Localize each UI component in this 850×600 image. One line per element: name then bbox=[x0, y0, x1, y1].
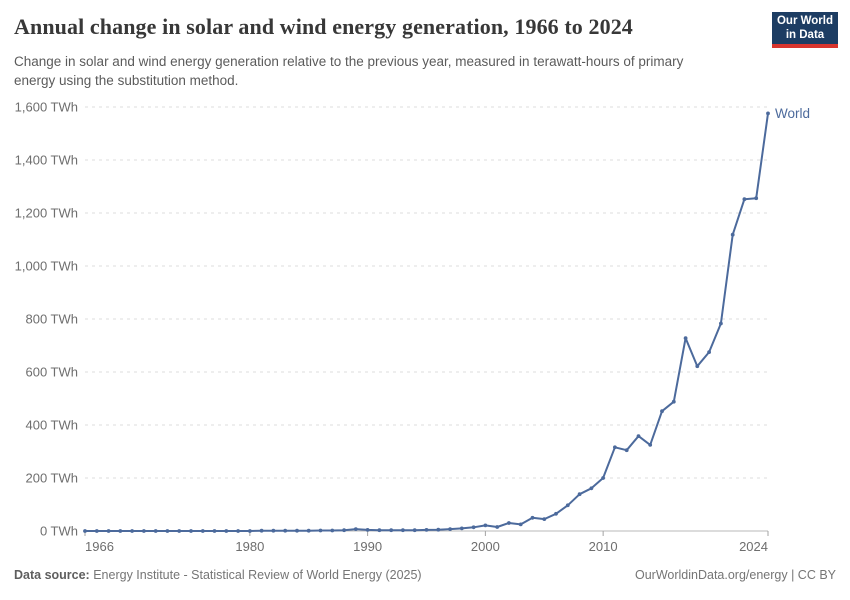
owid-logo[interactable]: Our World in Data bbox=[772, 12, 838, 48]
data-point[interactable] bbox=[589, 486, 594, 491]
y-axis-label: 200 TWh bbox=[25, 471, 78, 486]
data-point[interactable] bbox=[189, 529, 193, 533]
data-point[interactable] bbox=[683, 336, 688, 340]
data-point[interactable] bbox=[259, 528, 264, 533]
series-end-label: World bbox=[775, 106, 810, 121]
data-point[interactable] bbox=[177, 529, 182, 533]
owid-logo-line1: Our World bbox=[776, 15, 833, 27]
data-point[interactable] bbox=[353, 527, 358, 531]
data-point[interactable] bbox=[212, 529, 217, 533]
data-point[interactable] bbox=[401, 528, 405, 533]
x-axis-label: 1966 bbox=[85, 539, 114, 554]
x-axis-label: 1990 bbox=[353, 539, 382, 554]
data-point[interactable] bbox=[224, 529, 229, 533]
data-point[interactable] bbox=[295, 528, 299, 533]
data-point[interactable] bbox=[695, 364, 700, 369]
data-point[interactable] bbox=[518, 522, 523, 527]
data-point[interactable] bbox=[389, 528, 394, 533]
data-point[interactable] bbox=[471, 525, 476, 530]
data-point[interactable] bbox=[660, 409, 664, 414]
y-axis-label: 0 TWh bbox=[40, 524, 78, 539]
data-point[interactable] bbox=[83, 529, 87, 533]
world-series-line[interactable] bbox=[84, 112, 769, 532]
data-point[interactable] bbox=[624, 448, 629, 453]
data-point[interactable] bbox=[424, 528, 429, 532]
data-point[interactable] bbox=[130, 529, 135, 533]
page-title: Annual change in solar and wind energy g… bbox=[14, 14, 633, 39]
y-axis-label: 800 TWh bbox=[25, 312, 78, 327]
data-point[interactable] bbox=[153, 529, 158, 533]
data-point[interactable] bbox=[742, 197, 747, 202]
x-axis-label: 1980 bbox=[235, 539, 264, 554]
data-source-label: Data source: bbox=[14, 568, 90, 582]
data-point[interactable] bbox=[118, 529, 123, 533]
data-point[interactable] bbox=[248, 529, 252, 533]
data-point[interactable] bbox=[648, 443, 653, 447]
owid-logo-line2: in Data bbox=[785, 29, 825, 41]
data-point[interactable] bbox=[754, 196, 759, 201]
data-point[interactable] bbox=[236, 529, 241, 533]
data-point[interactable] bbox=[412, 528, 417, 533]
y-axis-label: 1,400 TWh bbox=[15, 153, 78, 168]
license-note[interactable]: OurWorldinData.org/energy | CC BY bbox=[634, 568, 836, 582]
data-point[interactable] bbox=[94, 529, 99, 533]
data-point[interactable] bbox=[707, 350, 711, 354]
data-point[interactable] bbox=[142, 529, 146, 533]
data-point[interactable] bbox=[306, 528, 311, 533]
data-point[interactable] bbox=[330, 528, 335, 533]
y-axis-label: 1,000 TWh bbox=[15, 259, 78, 274]
data-point[interactable] bbox=[365, 528, 370, 532]
y-axis-label: 400 TWh bbox=[25, 418, 78, 433]
data-point[interactable] bbox=[565, 503, 570, 508]
data-point[interactable] bbox=[636, 434, 641, 438]
data-point[interactable] bbox=[671, 399, 676, 404]
data-point[interactable] bbox=[283, 528, 288, 533]
data-point[interactable] bbox=[507, 521, 511, 525]
data-point[interactable] bbox=[165, 529, 170, 533]
x-axis-label: 2010 bbox=[589, 539, 618, 554]
data-point[interactable] bbox=[271, 528, 276, 533]
data-point[interactable] bbox=[613, 445, 617, 450]
x-axis-label: 2024 bbox=[739, 539, 768, 554]
data-point[interactable] bbox=[342, 528, 346, 533]
data-point[interactable] bbox=[542, 517, 547, 521]
data-point[interactable] bbox=[719, 321, 723, 326]
chart-subtitle: Change in solar and wind energy generati… bbox=[14, 54, 684, 89]
data-point[interactable] bbox=[106, 529, 111, 533]
data-source-note: Data source: Energy Institute - Statisti… bbox=[14, 568, 422, 588]
data-point[interactable] bbox=[200, 529, 205, 533]
data-point[interactable] bbox=[483, 523, 488, 528]
data-point[interactable] bbox=[577, 492, 582, 497]
data-point[interactable] bbox=[766, 111, 770, 116]
data-point[interactable] bbox=[459, 526, 464, 531]
data-point[interactable] bbox=[554, 511, 558, 516]
data-point[interactable] bbox=[448, 527, 452, 531]
data-point[interactable] bbox=[436, 527, 441, 532]
data-point[interactable] bbox=[318, 528, 323, 533]
data-point[interactable] bbox=[601, 476, 605, 480]
y-axis-label: 1,200 TWh bbox=[15, 206, 78, 221]
chart-footer: Data source: Energy Institute - Statisti… bbox=[14, 568, 836, 588]
data-point[interactable] bbox=[730, 232, 735, 237]
y-axis-label: 1,600 TWh bbox=[15, 100, 78, 115]
x-axis-label: 2000 bbox=[471, 539, 500, 554]
data-point[interactable] bbox=[377, 528, 382, 533]
data-source-text: Energy Institute - Statistical Review of… bbox=[89, 568, 422, 582]
data-point[interactable] bbox=[495, 525, 500, 529]
data-point[interactable] bbox=[530, 515, 535, 520]
y-axis-label: 600 TWh bbox=[25, 365, 78, 380]
